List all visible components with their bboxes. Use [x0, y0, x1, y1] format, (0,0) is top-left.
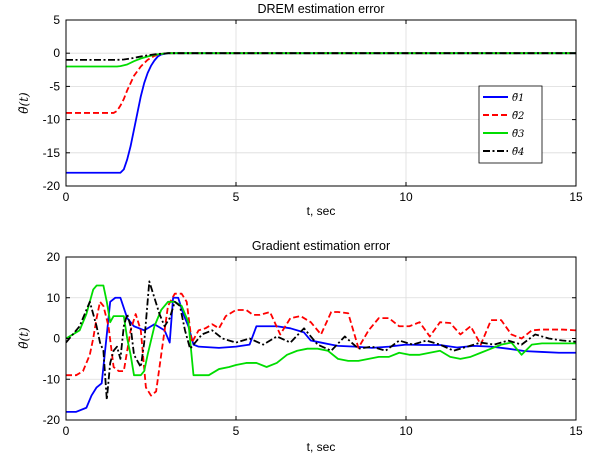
x-tick-label: 0 [63, 190, 70, 204]
y-tick-label: 0 [53, 332, 60, 346]
x-tick-label: 5 [233, 424, 240, 438]
plot-frame-drem [65, 19, 577, 187]
legend-label-theta2: θ̃2 [512, 111, 524, 122]
chart-title-drem: DREM estimation error [257, 2, 384, 16]
x-tick-label: 10 [399, 190, 413, 204]
ticks-drem: 0 5 10 15 5 0 -5 -10 -15 -20 [43, 13, 583, 204]
x-tick-label: 15 [569, 190, 583, 204]
legend-label-theta1: θ̃1 [512, 93, 524, 104]
x-tick-label: 5 [233, 190, 240, 204]
x-tick-label: 10 [399, 424, 413, 438]
y-tick-label: -20 [43, 413, 61, 427]
grid-gradient [65, 256, 577, 421]
x-axis-label-gradient: t, sec [307, 440, 336, 454]
y-tick-label: -15 [43, 146, 61, 160]
series-group-drem [66, 52, 576, 174]
panel-drem: DREM estimation error 0 5 10 15 5 0 -5 -10 -15 -2… [17, 2, 583, 218]
series-line-drem-theta2 [66, 52, 576, 114]
series-line-drem-theta3 [66, 52, 576, 68]
y-tick-label: -20 [43, 179, 61, 193]
series-group-gradient [66, 280, 576, 413]
y-tick-label: 20 [47, 250, 61, 264]
panel-gradient: Gradient estimation error 0 5 10 15 20 10 0 -10… [17, 239, 583, 454]
y-tick-label: 0 [53, 46, 60, 60]
series-line-gradient-theta2 [66, 292, 576, 397]
legend-label-theta4: θ̃4 [512, 147, 524, 158]
series-line-gradient-theta3 [66, 284, 576, 377]
series-line-gradient-theta4 [66, 280, 576, 401]
legend: θ̃1 θ̃2 θ̃3 θ̃4 [478, 85, 543, 164]
legend-label-theta3: θ̃3 [512, 129, 524, 140]
ticks-gradient: 0 5 10 15 20 10 0 -10 -20 [43, 250, 583, 438]
x-tick-label: 15 [569, 424, 583, 438]
y-tick-label: 5 [53, 13, 60, 27]
x-axis-label-drem: t, sec [307, 204, 336, 218]
y-tick-label: -5 [49, 79, 60, 93]
x-tick-label: 0 [63, 424, 70, 438]
series-line-gradient-theta1 [66, 296, 576, 413]
chart-title-gradient: Gradient estimation error [252, 239, 390, 253]
y-tick-label: 10 [47, 291, 61, 305]
y-axis-label-drem: θ̃(t) [17, 92, 31, 114]
series-line-drem-theta4 [66, 52, 576, 61]
y-tick-label: -10 [43, 372, 61, 386]
y-tick-label: -10 [43, 113, 61, 127]
y-axis-label-gradient: θ̃(t) [17, 327, 31, 349]
